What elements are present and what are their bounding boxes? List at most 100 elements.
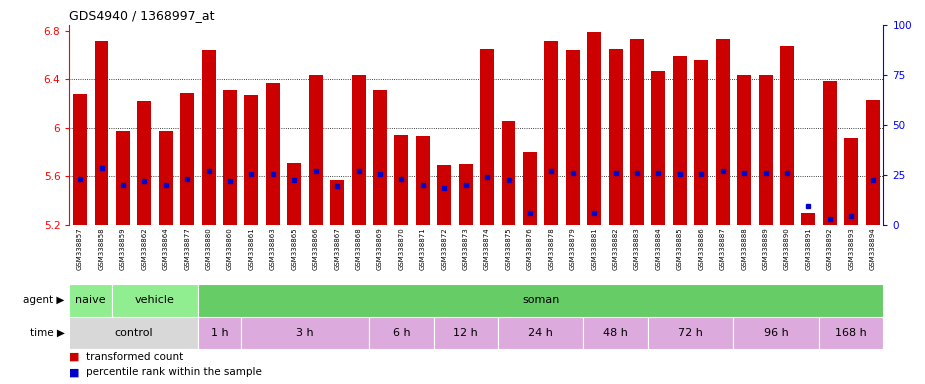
Bar [823,81,837,225]
Text: GSM338877: GSM338877 [184,228,191,270]
Bar [737,74,751,225]
Text: GSM338880: GSM338880 [205,228,212,270]
Bar [116,131,130,225]
Text: agent ▶: agent ▶ [23,295,65,306]
Bar [373,90,387,225]
Bar [198,284,883,317]
Bar [352,74,365,225]
Bar [651,71,665,225]
Text: GSM338857: GSM338857 [77,228,83,270]
Text: 96 h: 96 h [764,328,789,338]
Text: GSM338869: GSM338869 [377,228,383,270]
Text: GSM338889: GSM338889 [762,228,769,270]
Text: GSM338891: GSM338891 [806,228,811,270]
Bar [69,317,198,349]
Bar [198,317,240,349]
Text: GSM338879: GSM338879 [570,228,575,270]
Text: ■: ■ [69,367,80,377]
Bar [866,100,880,225]
Text: 12 h: 12 h [453,328,478,338]
Text: GSM338886: GSM338886 [698,228,704,270]
Bar [69,284,112,317]
Text: GSM338885: GSM338885 [677,228,683,270]
Bar [480,49,494,225]
Text: GSM338865: GSM338865 [291,228,297,270]
Text: GSM338858: GSM338858 [98,228,105,270]
Text: GSM338861: GSM338861 [249,228,254,270]
Bar [202,50,216,225]
Text: GSM338873: GSM338873 [462,228,469,270]
Text: GSM338887: GSM338887 [720,228,726,270]
Bar [545,41,559,225]
Bar [801,212,815,225]
Bar [780,46,794,225]
Bar [394,135,408,225]
Text: vehicle: vehicle [135,295,175,306]
Text: transformed count: transformed count [86,352,183,362]
Bar [330,180,344,225]
Text: GSM338875: GSM338875 [505,228,512,270]
Bar [734,317,820,349]
Bar [288,163,302,225]
Bar [438,166,451,225]
Bar [309,74,323,225]
Text: time ▶: time ▶ [30,328,65,338]
Text: GDS4940 / 1368997_at: GDS4940 / 1368997_at [68,9,214,22]
Bar [265,83,280,225]
Text: GSM338868: GSM338868 [355,228,362,270]
Bar [459,164,473,225]
Text: control: control [115,328,153,338]
Text: percentile rank within the sample: percentile rank within the sample [86,367,262,377]
Text: GSM338864: GSM338864 [163,228,168,270]
Text: GSM338860: GSM338860 [227,228,233,270]
Text: 3 h: 3 h [296,328,314,338]
Text: GSM338882: GSM338882 [612,228,619,270]
Bar [695,60,709,225]
Text: GSM338892: GSM338892 [827,228,832,270]
Bar [845,137,858,225]
Text: GSM338884: GSM338884 [656,228,661,270]
Text: GSM338871: GSM338871 [420,228,426,270]
Bar [223,90,237,225]
Text: GSM338881: GSM338881 [591,228,598,270]
Bar [587,32,601,225]
Bar [523,152,536,225]
Text: GSM338893: GSM338893 [848,228,855,270]
Bar [498,317,584,349]
Bar [501,121,515,225]
Text: GSM338883: GSM338883 [634,228,640,270]
Bar [648,317,734,349]
Bar [94,41,108,225]
Text: GSM338867: GSM338867 [334,228,340,270]
Bar [672,56,687,225]
Text: 24 h: 24 h [528,328,553,338]
Text: 1 h: 1 h [211,328,228,338]
Text: GSM338859: GSM338859 [120,228,126,270]
Bar [566,50,580,225]
Text: GSM338878: GSM338878 [549,228,554,270]
Text: GSM338888: GSM338888 [741,228,747,270]
Text: 48 h: 48 h [603,328,628,338]
Bar [73,94,87,225]
Text: 72 h: 72 h [678,328,703,338]
Bar [138,101,152,225]
Bar [240,317,369,349]
Text: GSM338866: GSM338866 [313,228,319,270]
Text: GSM338894: GSM338894 [870,228,876,270]
Bar [244,95,258,225]
Bar [630,40,644,225]
Text: GSM338863: GSM338863 [270,228,276,270]
Text: GSM338862: GSM338862 [142,228,147,270]
Bar [159,131,173,225]
Bar [609,49,623,225]
Text: GSM338872: GSM338872 [441,228,448,270]
Bar [180,93,194,225]
Text: naive: naive [76,295,106,306]
Bar [716,40,730,225]
Text: GSM338874: GSM338874 [484,228,490,270]
Bar [584,317,647,349]
Text: ■: ■ [69,352,80,362]
Bar [369,317,434,349]
Bar [112,284,198,317]
Text: GSM338876: GSM338876 [527,228,533,270]
